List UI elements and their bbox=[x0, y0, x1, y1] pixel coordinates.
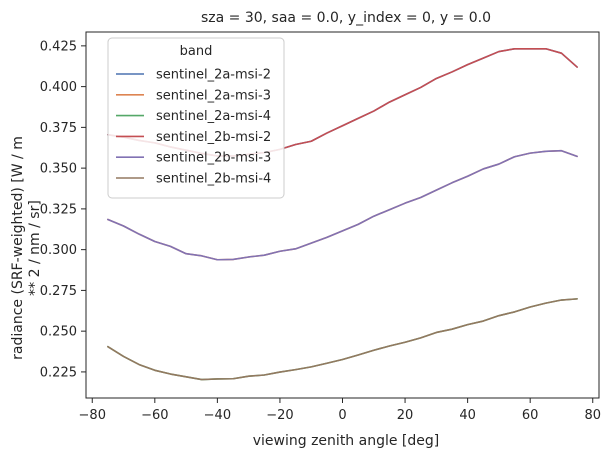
x-tick-label: 20 bbox=[397, 408, 414, 423]
series-line-sentinel_2b-msi-3 bbox=[107, 149, 578, 261]
legend-box bbox=[107, 37, 285, 199]
y-axis: 0.225 0.250 0.275 0.300 0.325 0.350 0.375 0.400… bbox=[40, 39, 86, 380]
y-tick-label: 0.275 bbox=[40, 284, 77, 299]
legend-label: sentinel_2a-msi-2 bbox=[156, 68, 271, 83]
legend-title: band bbox=[180, 44, 213, 59]
x-axis: −80 −60 −40 −20 0 20 40 60 80 bbox=[79, 398, 601, 423]
y-tick-label: 0.250 bbox=[40, 325, 77, 340]
series-line-sentinel_2a-msi-4 bbox=[107, 298, 578, 381]
y-tick-label: 0.350 bbox=[40, 162, 77, 177]
x-axis-label: viewing zenith angle [deg] bbox=[253, 433, 439, 449]
legend-label: sentinel_2b-msi-3 bbox=[156, 151, 271, 166]
x-tick-label: 40 bbox=[459, 408, 476, 423]
x-tick-label: −80 bbox=[79, 408, 106, 423]
x-tick-label: −40 bbox=[204, 408, 231, 423]
y-axis-label: radiance (SRF-weighted) [W / m ** 2 / nm… bbox=[10, 136, 43, 360]
legend-label: sentinel_2a-msi-3 bbox=[156, 88, 271, 103]
legend-label: sentinel_2a-msi-4 bbox=[156, 109, 271, 124]
x-tick-label: 0 bbox=[338, 408, 346, 423]
x-tick-label: −60 bbox=[141, 408, 168, 423]
series-line-sentinel_2b-msi-4 bbox=[107, 298, 578, 381]
x-tick-label: −20 bbox=[266, 408, 293, 423]
legend: band sentinel_2a-msi-2 sentinel_2a-msi-3se… bbox=[107, 37, 285, 199]
y-axis-label-line-2: ** 2 / nm / sr] bbox=[27, 200, 43, 296]
legend-label: sentinel_2b-msi-2 bbox=[156, 130, 271, 145]
y-tick-label: 0.425 bbox=[40, 39, 77, 54]
x-tick-label: 80 bbox=[584, 408, 601, 423]
chart-title: sza = 30, saa = 0.0, y_index = 0, y = 0.… bbox=[201, 10, 491, 26]
y-tick-label: 0.400 bbox=[40, 80, 77, 95]
legend-label: sentinel_2b-msi-4 bbox=[156, 172, 271, 187]
y-tick-label: 0.375 bbox=[40, 121, 77, 136]
y-tick-label: 0.300 bbox=[40, 243, 77, 258]
y-tick-label: 0.225 bbox=[40, 365, 77, 380]
y-axis-label-line-1: radiance (SRF-weighted) [W / m bbox=[10, 136, 26, 360]
y-tick-label: 0.325 bbox=[40, 202, 77, 217]
x-tick-label: 60 bbox=[522, 408, 539, 423]
